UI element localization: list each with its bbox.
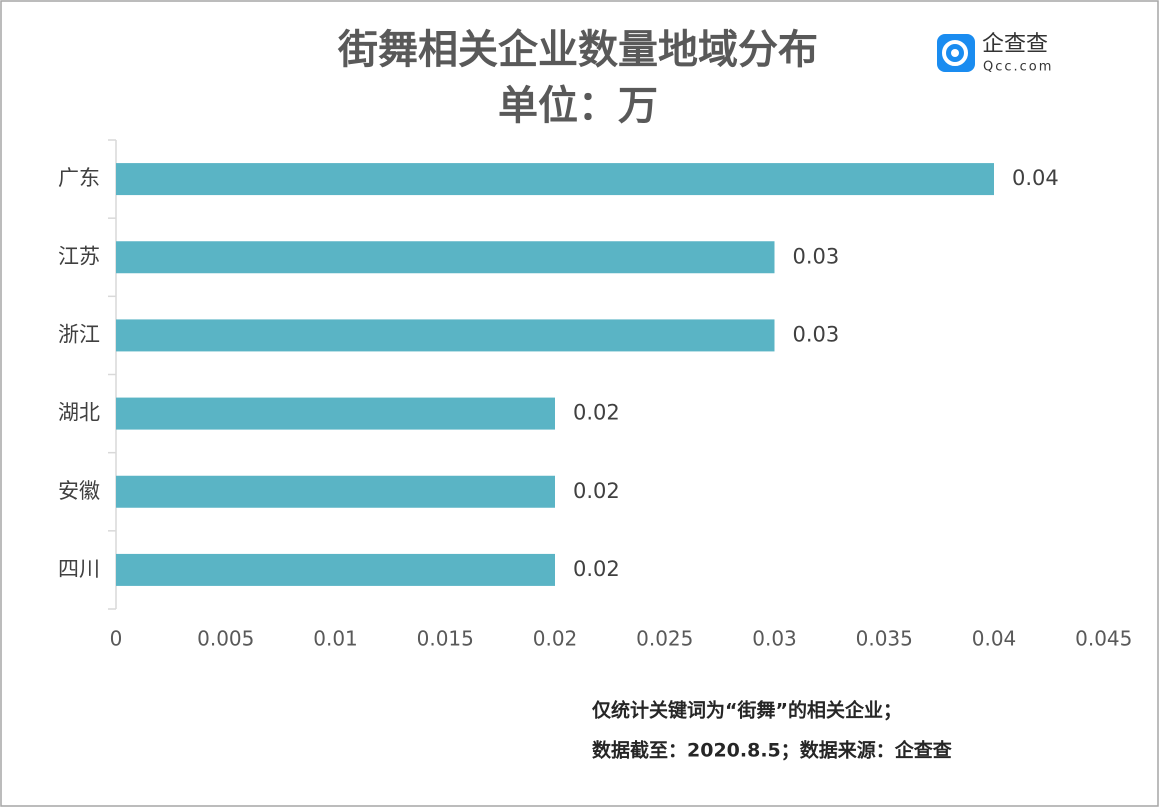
bar — [116, 475, 555, 508]
data-label: 0.03 — [793, 322, 840, 346]
logo-name: 企查查 — [982, 32, 1048, 57]
x-tick-label: 0.025 — [636, 627, 693, 651]
data-label: 0.02 — [573, 479, 620, 503]
x-tick-label: 0 — [110, 627, 123, 651]
data-label: 0.02 — [573, 401, 620, 425]
x-tick-label: 0.015 — [417, 627, 474, 651]
bar — [116, 319, 775, 352]
y-tick-label: 浙江 — [58, 322, 100, 346]
x-tick-label: 0.045 — [1075, 627, 1132, 651]
y-tick-label: 安徽 — [58, 479, 100, 503]
bar — [116, 241, 775, 274]
y-tick-label: 四川 — [58, 557, 100, 581]
y-tick-label: 江苏 — [58, 244, 100, 268]
logo-site: Qcc.com — [983, 60, 1053, 75]
bar — [116, 163, 994, 196]
y-tick-label: 湖北 — [58, 401, 100, 425]
logo-dot — [951, 49, 959, 57]
x-tick-label: 0.035 — [856, 627, 913, 651]
x-tick-label: 0.01 — [313, 627, 358, 651]
y-tick-label: 广东 — [58, 166, 100, 190]
bar — [116, 397, 555, 430]
data-label: 0.03 — [793, 244, 840, 268]
note: 数据截至：2020.8.5；数据来源：企查查 — [592, 739, 953, 762]
data-label: 0.02 — [573, 557, 620, 581]
bar — [116, 553, 555, 586]
chart-subtitle: 单位：万 — [498, 83, 658, 129]
x-tick-label: 0.04 — [972, 627, 1017, 651]
chart-title: 街舞相关企业数量地域分布 — [337, 27, 818, 73]
logo: 企查查 Qcc.com — [937, 32, 1053, 75]
note: 仅统计关键词为“街舞”的相关企业； — [591, 699, 902, 722]
x-tick-label: 0.005 — [197, 627, 254, 651]
x-tick-label: 0.02 — [533, 627, 578, 651]
logo-ring — [942, 40, 968, 66]
data-label: 0.04 — [1012, 166, 1059, 190]
x-tick-label: 0.03 — [752, 627, 797, 651]
